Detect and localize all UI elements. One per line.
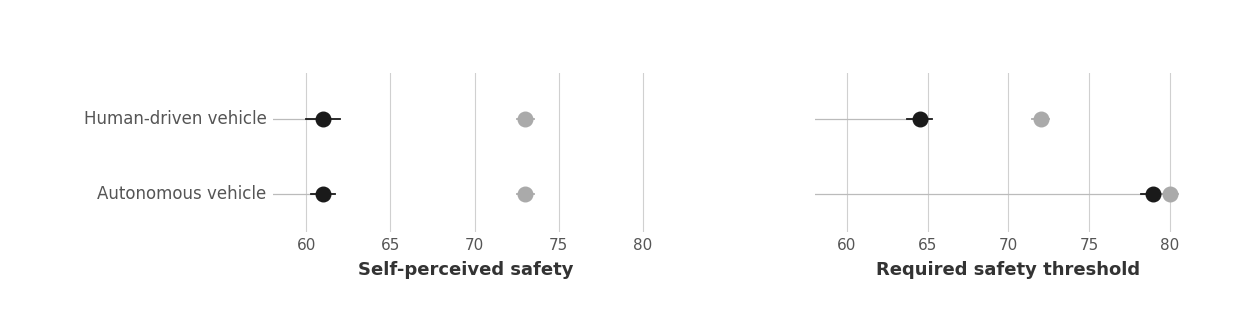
- Text: Human-driven vehicle: Human-driven vehicle: [83, 110, 266, 127]
- X-axis label: Self-perceived safety: Self-perceived safety: [358, 261, 574, 279]
- Point: [1144, 192, 1163, 197]
- Point: [1160, 192, 1180, 197]
- Point: [909, 116, 929, 121]
- Point: [515, 192, 535, 197]
- Text: Autonomous vehicle: Autonomous vehicle: [97, 186, 266, 204]
- Point: [1031, 116, 1051, 121]
- X-axis label: Required safety threshold: Required safety threshold: [876, 261, 1140, 279]
- Point: [313, 116, 333, 121]
- Point: [313, 192, 333, 197]
- Point: [515, 116, 535, 121]
